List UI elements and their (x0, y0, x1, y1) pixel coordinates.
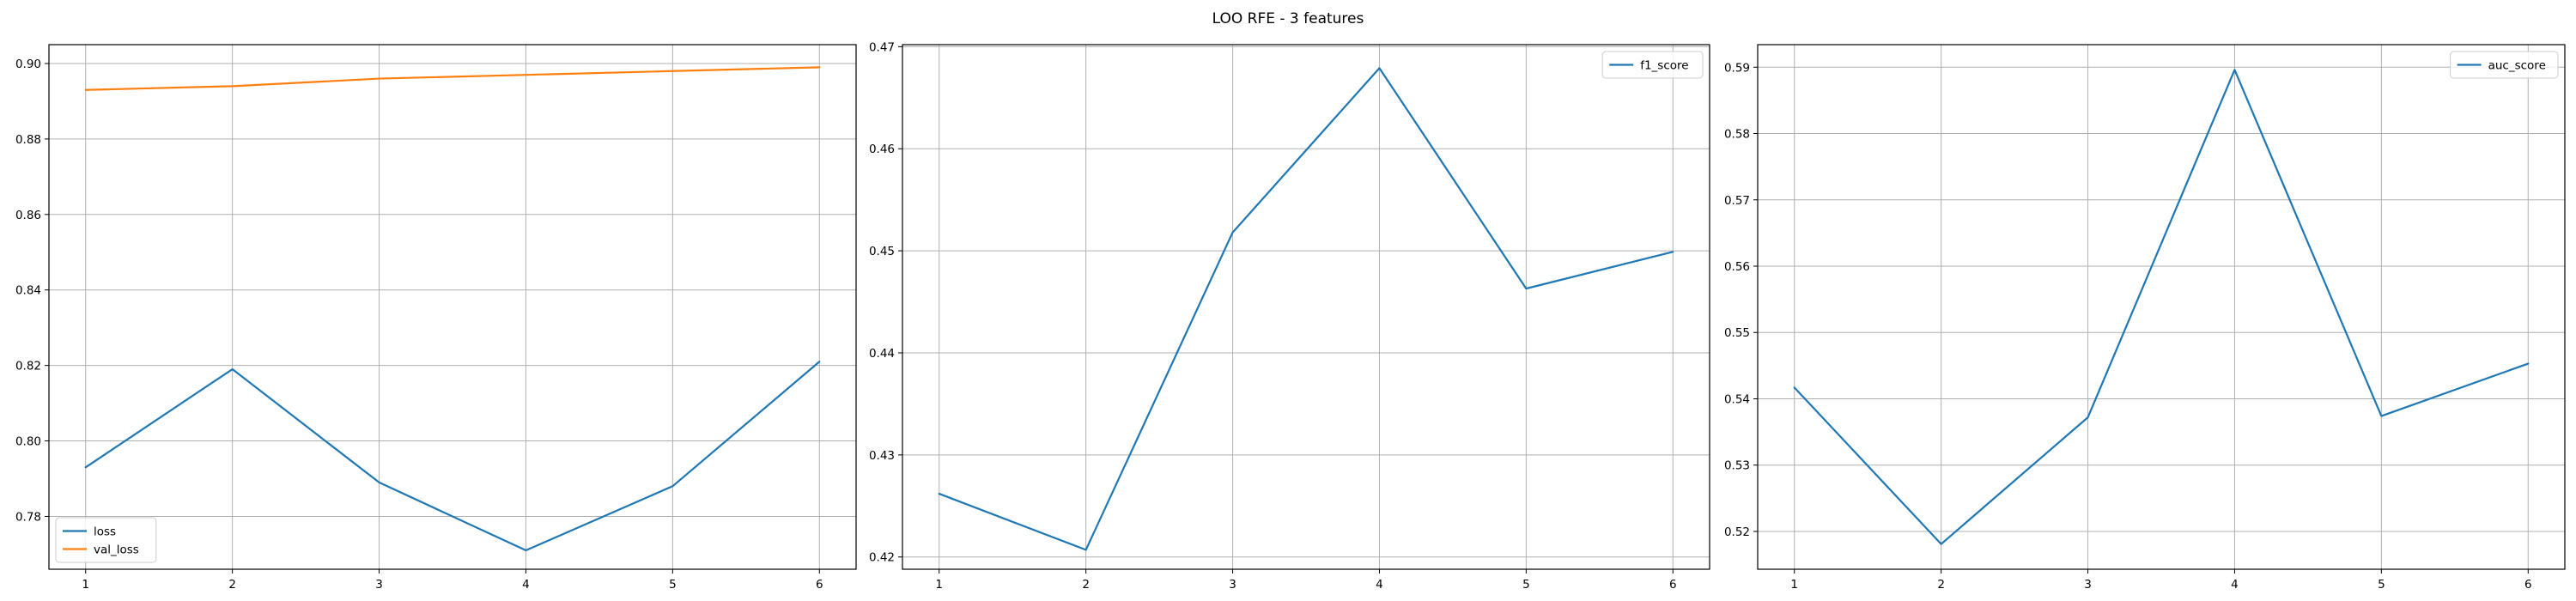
x-tick-label: 6 (1669, 578, 1677, 592)
y-tick-label: 0.54 (1724, 392, 1750, 406)
axes-frame (1757, 44, 2566, 570)
y-tick-label: 0.90 (15, 58, 41, 71)
f1-score-chart-panel: 1 2 3 4 5 6 0.42 0.43 0.44 0.45 0.46 0.47 f1_score (869, 40, 1710, 592)
y-tick-label: 0.44 (869, 347, 895, 361)
x-tick-label: 2 (1937, 578, 1945, 592)
x-tick-label: 6 (2524, 578, 2532, 592)
plot-area (1758, 45, 2565, 569)
plot-area (902, 45, 1710, 569)
legend-label: f1_score (1640, 59, 1688, 73)
y-tick-label: 0.52 (1724, 525, 1750, 539)
y-tick-label: 0.80 (15, 435, 41, 449)
legend-box (2450, 51, 2559, 79)
series-line-loss (84, 361, 821, 552)
x-tick-label: 5 (2378, 578, 2385, 592)
y-tick-label: 0.42 (869, 551, 895, 565)
axes-frame (48, 44, 857, 570)
x-tick-label: 4 (522, 578, 530, 592)
series-line-auc-score (1793, 69, 2530, 545)
x-tick-label: 4 (1376, 578, 1383, 592)
y-tick-label: 0.58 (1724, 128, 1750, 142)
y-tick-label: 0.84 (15, 284, 41, 298)
y-tick-label: 0.59 (1724, 61, 1750, 75)
figure-suptitle: LOO RFE - 3 features (1212, 10, 1364, 27)
plot-area (49, 45, 856, 569)
legend-box (55, 517, 157, 563)
x-tick-label: 1 (1790, 578, 1798, 592)
y-tick-label: 0.57 (1724, 194, 1750, 208)
y-tick-label: 0.46 (869, 143, 895, 156)
y-tick-label: 0.53 (1724, 459, 1750, 473)
x-tick-label: 5 (669, 578, 677, 592)
y-tick-label: 0.88 (15, 133, 41, 147)
x-tick-label: 3 (1229, 578, 1236, 592)
legend-label: loss (94, 525, 116, 539)
legend-box (1601, 51, 1704, 79)
series-line-val-loss (84, 66, 821, 91)
legend-label: auc_score (2488, 59, 2546, 73)
x-tick-label: 5 (1522, 578, 1530, 592)
auc-score-chart-panel: 1 2 3 4 5 6 0.52 0.53 0.54 0.55 0.56 0.57 0.58 0.59 au… (1724, 44, 2566, 592)
series-line-f1-score (938, 67, 1674, 551)
legend-label: val_loss (94, 543, 139, 557)
legend: auc_score (2450, 51, 2559, 79)
x-tick-label: 1 (82, 578, 89, 592)
x-tick-label: 1 (935, 578, 943, 592)
y-tick-label: 0.45 (869, 245, 895, 258)
y-tick-label: 0.82 (15, 360, 41, 373)
axes-frame (902, 44, 1710, 570)
x-tick-label: 2 (1082, 578, 1090, 592)
y-tick-label: 0.55 (1724, 326, 1750, 340)
y-tick-label: 0.43 (869, 449, 895, 463)
y-tick-label: 0.47 (869, 40, 895, 54)
x-tick-label: 2 (228, 578, 236, 592)
y-tick-label: 0.78 (15, 510, 41, 524)
x-tick-label: 3 (2084, 578, 2092, 592)
x-tick-label: 6 (816, 578, 823, 592)
legend: loss val_loss (55, 517, 157, 563)
x-tick-label: 3 (375, 578, 383, 592)
loss-chart-panel: 1 2 3 4 5 6 0.78 0.80 0.82 0.84 0.86 0.88 0.90 loss va… (15, 44, 857, 592)
x-tick-label: 4 (2231, 578, 2239, 592)
y-tick-label: 0.86 (15, 209, 41, 222)
legend: f1_score (1601, 51, 1704, 79)
y-tick-label: 0.56 (1724, 260, 1750, 274)
